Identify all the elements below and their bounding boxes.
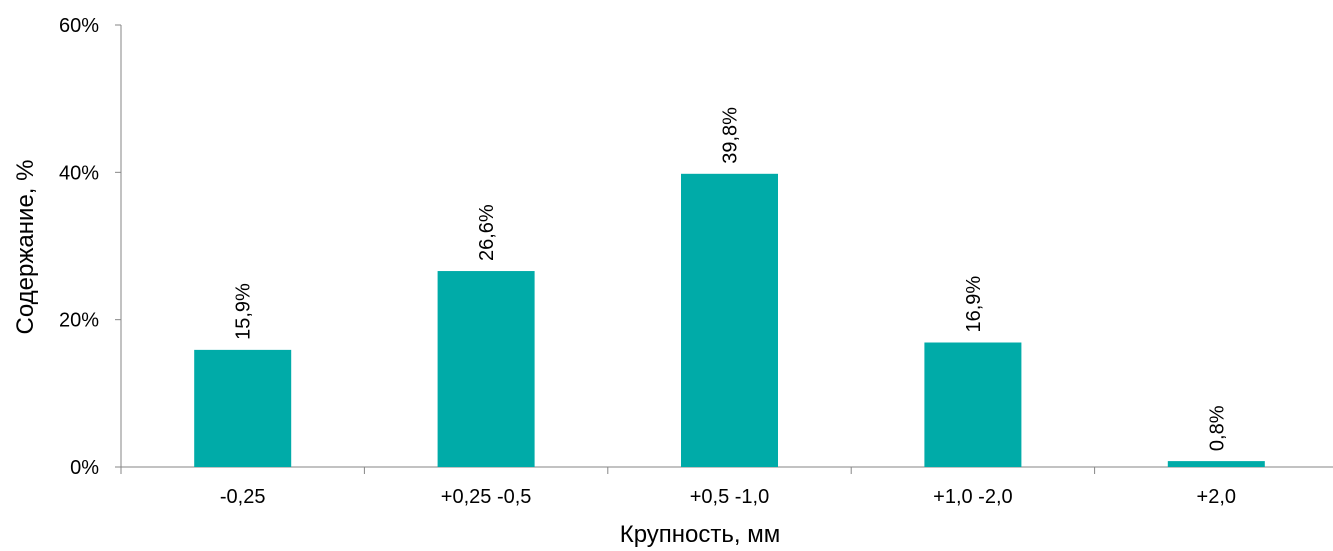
data-label: 0,8% [1206, 405, 1228, 451]
x-tick-label: +0,5 -1,0 [690, 486, 770, 508]
x-tick-label: +0,25 -0,5 [441, 486, 532, 508]
x-axis-title: Крупность, мм [620, 521, 781, 548]
y-tick-label: 40% [59, 162, 99, 184]
bars [194, 173, 1265, 467]
y-tick-label: 20% [59, 310, 99, 332]
bar [1167, 461, 1265, 467]
data-label: 26,6% [476, 204, 498, 261]
x-tick-label: +2,0 [1197, 486, 1236, 508]
bar [924, 342, 1022, 467]
y-tick-label: 0% [70, 457, 99, 479]
data-label: 15,9% [233, 283, 255, 340]
y-axis: 0% 20% 40% 60% [59, 15, 122, 479]
data-label: 39,8% [720, 107, 742, 164]
data-labels: 15,9% 26,6% 39,8% 16,9% 0,8% [233, 107, 1229, 451]
data-label: 16,9% [963, 276, 985, 333]
bar [681, 173, 778, 467]
bar [194, 349, 292, 467]
x-tick-label: -0,25 [220, 486, 266, 508]
bar [437, 271, 535, 467]
y-tick-label: 60% [59, 15, 99, 37]
x-axis: -0,25 +0,25 -0,5 +0,5 -1,0 +1,0 -2,0 +2,0 [120, 466, 1333, 508]
y-axis-title: Содержание, % [12, 160, 39, 335]
x-tick-label: +1,0 -2,0 [933, 486, 1013, 508]
